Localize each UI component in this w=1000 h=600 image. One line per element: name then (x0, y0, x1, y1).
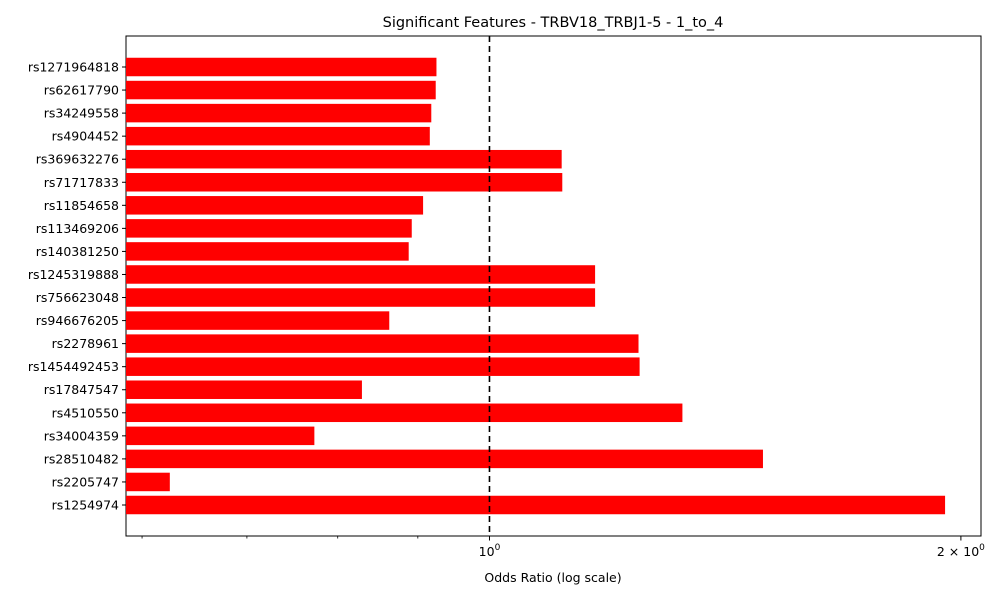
y-tick-label: rs17847547 (44, 382, 119, 397)
bar (126, 242, 409, 261)
x-tick-label: 100 (479, 543, 501, 559)
y-tick-label: rs62617790 (44, 83, 119, 98)
bar (126, 449, 763, 469)
y-tick-label: rs756623048 (36, 290, 119, 305)
bars-group (126, 57, 946, 515)
y-tick-label: rs113469206 (36, 221, 119, 236)
bar (126, 288, 596, 307)
bar (126, 380, 362, 399)
y-tick-labels: rs1271964818 rs62617790 rs34249558 rs490445… (28, 60, 126, 513)
y-tick-label: rs1245319888 (28, 267, 119, 282)
x-axis-label: Odds Ratio (log scale) (484, 570, 621, 585)
y-tick-label: rs1254974 (52, 498, 119, 513)
bar (126, 149, 562, 169)
bar (126, 472, 170, 492)
bar (126, 334, 639, 353)
y-tick-label: rs2205747 (52, 474, 119, 489)
y-tick-label: rs369632276 (36, 152, 119, 167)
y-tick-label: rs1271964818 (28, 60, 119, 75)
y-tick-label: rs140381250 (36, 244, 119, 259)
y-tick-label: rs4510550 (52, 405, 119, 420)
x-tick-label: 2 × 100 (937, 543, 985, 559)
y-tick-label: rs4904452 (52, 129, 119, 144)
y-tick-label: rs1454492453 (28, 359, 119, 374)
bar (126, 103, 432, 123)
x-ticks: 100 2 × 100 (141, 536, 985, 559)
bar (126, 265, 596, 284)
bar (126, 495, 946, 515)
y-tick-label: rs2278961 (52, 336, 119, 351)
bar (126, 196, 424, 215)
bar (126, 219, 412, 238)
y-tick-label: rs34249558 (44, 106, 119, 121)
chart-title: Significant Features - TRBV18_TRBJ1-5 - … (383, 15, 724, 31)
y-tick-label: rs11854658 (44, 198, 119, 213)
bar (126, 357, 640, 376)
bar (126, 403, 683, 423)
bar (126, 57, 437, 77)
bar (126, 173, 563, 192)
y-tick-label: rs34004359 (44, 428, 119, 443)
y-tick-label: rs71717833 (44, 175, 119, 190)
bar (126, 80, 436, 100)
y-tick-label: rs946676205 (36, 313, 119, 328)
bar (126, 311, 390, 330)
plot-area (125, 35, 982, 537)
bar (126, 426, 315, 446)
bar (126, 126, 430, 146)
y-tick-label: rs28510482 (44, 451, 119, 466)
